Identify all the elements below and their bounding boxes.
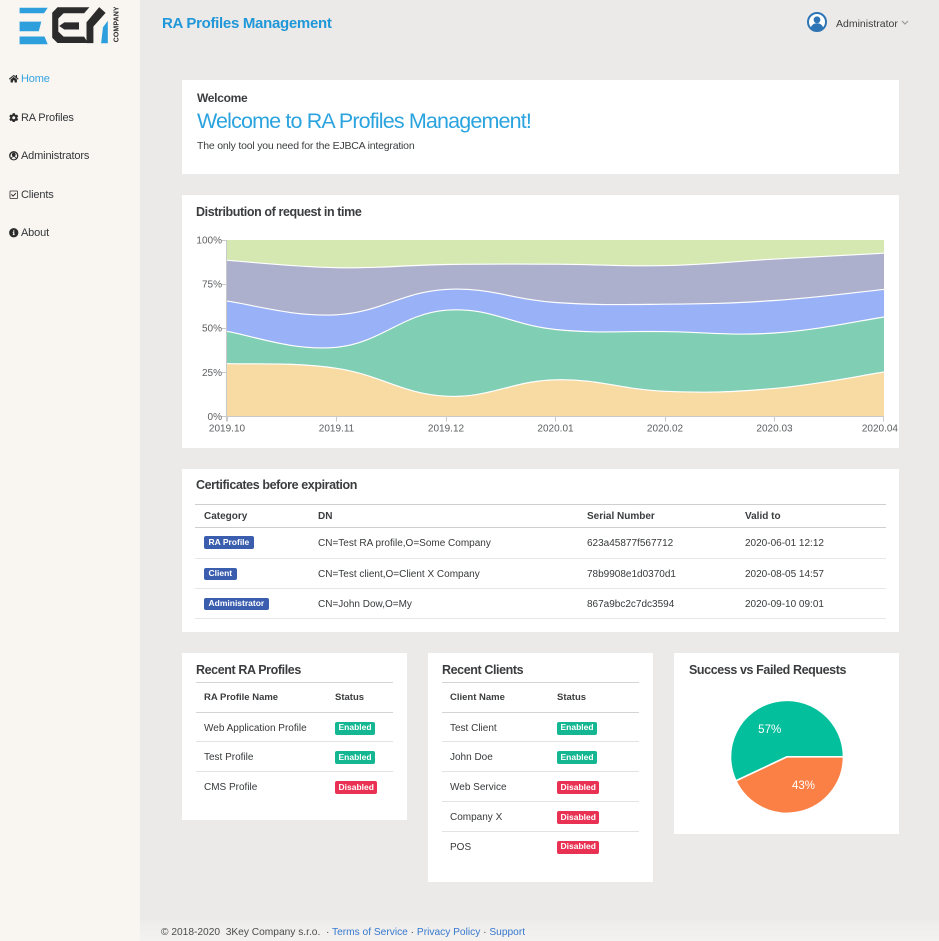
- svg-text:57%: 57%: [758, 724, 781, 736]
- svg-text:2019.12: 2019.12: [428, 424, 465, 435]
- svg-text:75%: 75%: [202, 280, 222, 291]
- svg-text:2020.01: 2020.01: [537, 424, 574, 435]
- svg-text:2019.10: 2019.10: [209, 424, 246, 435]
- svg-text:2019.11: 2019.11: [319, 424, 355, 435]
- svg-text:25%: 25%: [202, 368, 222, 379]
- svg-text:0%: 0%: [208, 412, 223, 423]
- svg-text:2020.03: 2020.03: [756, 424, 793, 435]
- svg-text:43%: 43%: [792, 780, 815, 792]
- svg-text:2020.04: 2020.04: [862, 424, 899, 435]
- svg-text:50%: 50%: [202, 324, 222, 335]
- svg-text:2020.02: 2020.02: [647, 424, 684, 435]
- svg-text:100%: 100%: [196, 236, 222, 247]
- svg-text:COMPANY: COMPANY: [114, 7, 121, 42]
